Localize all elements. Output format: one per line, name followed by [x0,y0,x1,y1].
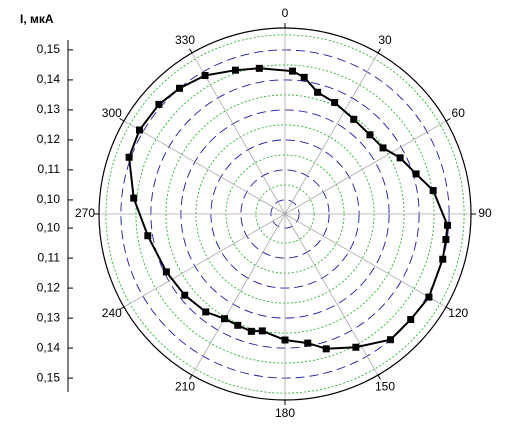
y-tick-label: 0,12 [37,280,61,294]
angular-grid-line [191,213,286,376]
angle-label: 180 [275,406,295,420]
data-point [331,98,339,106]
y-tick-label: 0,15 [37,370,61,384]
data-point [379,144,387,152]
y-tick-label: 0,11 [38,250,61,264]
data-point [234,321,242,329]
y-tick-label: 0,11 [38,162,61,176]
angular-tick [119,306,125,310]
data-point [255,64,263,72]
data-point [155,100,163,108]
angle-label: 120 [448,306,468,320]
angle-label: 30 [378,33,392,47]
axis-title: I, мкА [20,12,54,26]
data-point [352,343,360,351]
data-point [429,187,437,195]
angular-grid-line [284,52,379,215]
angle-label: 210 [175,379,195,393]
angular-tick [189,48,193,54]
data-point [322,345,330,353]
data-point [130,194,138,202]
angle-label: 240 [102,306,122,320]
data-point [396,154,404,162]
data-point [231,66,239,74]
y-tick-label: 0,15 [37,42,61,56]
angular-tick [377,374,381,380]
outer-circle [98,27,472,401]
data-point [136,126,144,134]
data-point [300,73,308,81]
angular-grid-line [123,213,286,308]
angle-label: 270 [75,206,95,220]
data-point [442,235,450,243]
data-point [125,153,133,161]
data-point [444,221,452,229]
data-point [386,336,394,344]
data-point [201,72,209,80]
angular-tick [119,118,125,122]
data-point [288,67,296,75]
y-tick-label: 0,10 [37,220,61,234]
angular-tick [445,306,451,310]
data-point [181,291,189,299]
angle-label: 60 [452,106,466,120]
angular-grid-line [123,120,286,215]
data-point [425,293,433,301]
data-point [202,308,210,316]
angle-label: 150 [375,379,395,393]
angle-label: 90 [478,206,492,220]
data-point [162,268,170,276]
data-point [281,336,289,344]
y-tick-label: 0,14 [37,340,61,354]
data-point [176,84,184,92]
angular-tick [377,48,381,54]
y-tick-label: 0,10 [37,192,61,206]
data-point [144,232,152,240]
angle-label: 300 [102,106,122,120]
angular-grid-line [284,120,447,215]
data-point [350,115,358,123]
data-point [314,88,322,96]
angle-label: 0 [282,6,289,20]
y-tick-label: 0,13 [37,310,61,324]
y-tick-label: 0,13 [37,102,61,116]
data-point [407,315,415,323]
angular-tick [189,374,193,380]
angular-grid-line [284,213,447,308]
y-tick-label: 0,14 [37,72,61,86]
data-point [366,131,374,139]
data-point [247,327,255,335]
y-tick-label: 0,12 [37,132,61,146]
data-point [221,315,229,323]
data-point [439,255,447,263]
data-point [304,339,312,347]
angle-label: 330 [175,33,195,47]
data-point [412,170,420,178]
angular-grid-line [191,52,286,215]
angular-grid-line [284,213,379,376]
data-point [258,327,266,335]
angular-tick [445,118,451,122]
